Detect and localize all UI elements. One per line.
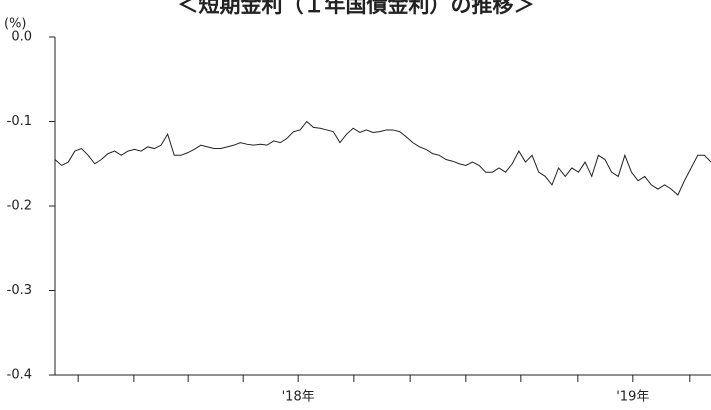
y-tick-label: -0.2 bbox=[7, 199, 32, 214]
x-tick-label: '19年 bbox=[616, 390, 649, 405]
y-tick-label: -0.3 bbox=[7, 283, 32, 298]
y-tick-label: 0.0 bbox=[11, 30, 32, 45]
y-tick-label: -0.1 bbox=[7, 114, 32, 129]
chart-title: ＜短期金利（１年国債金利）の推移＞ bbox=[178, 0, 535, 17]
x-tick-label: '18年 bbox=[282, 390, 315, 405]
line-series bbox=[54, 120, 711, 196]
y-tick-label: -0.4 bbox=[7, 368, 32, 383]
y-unit: (%) bbox=[4, 17, 27, 32]
